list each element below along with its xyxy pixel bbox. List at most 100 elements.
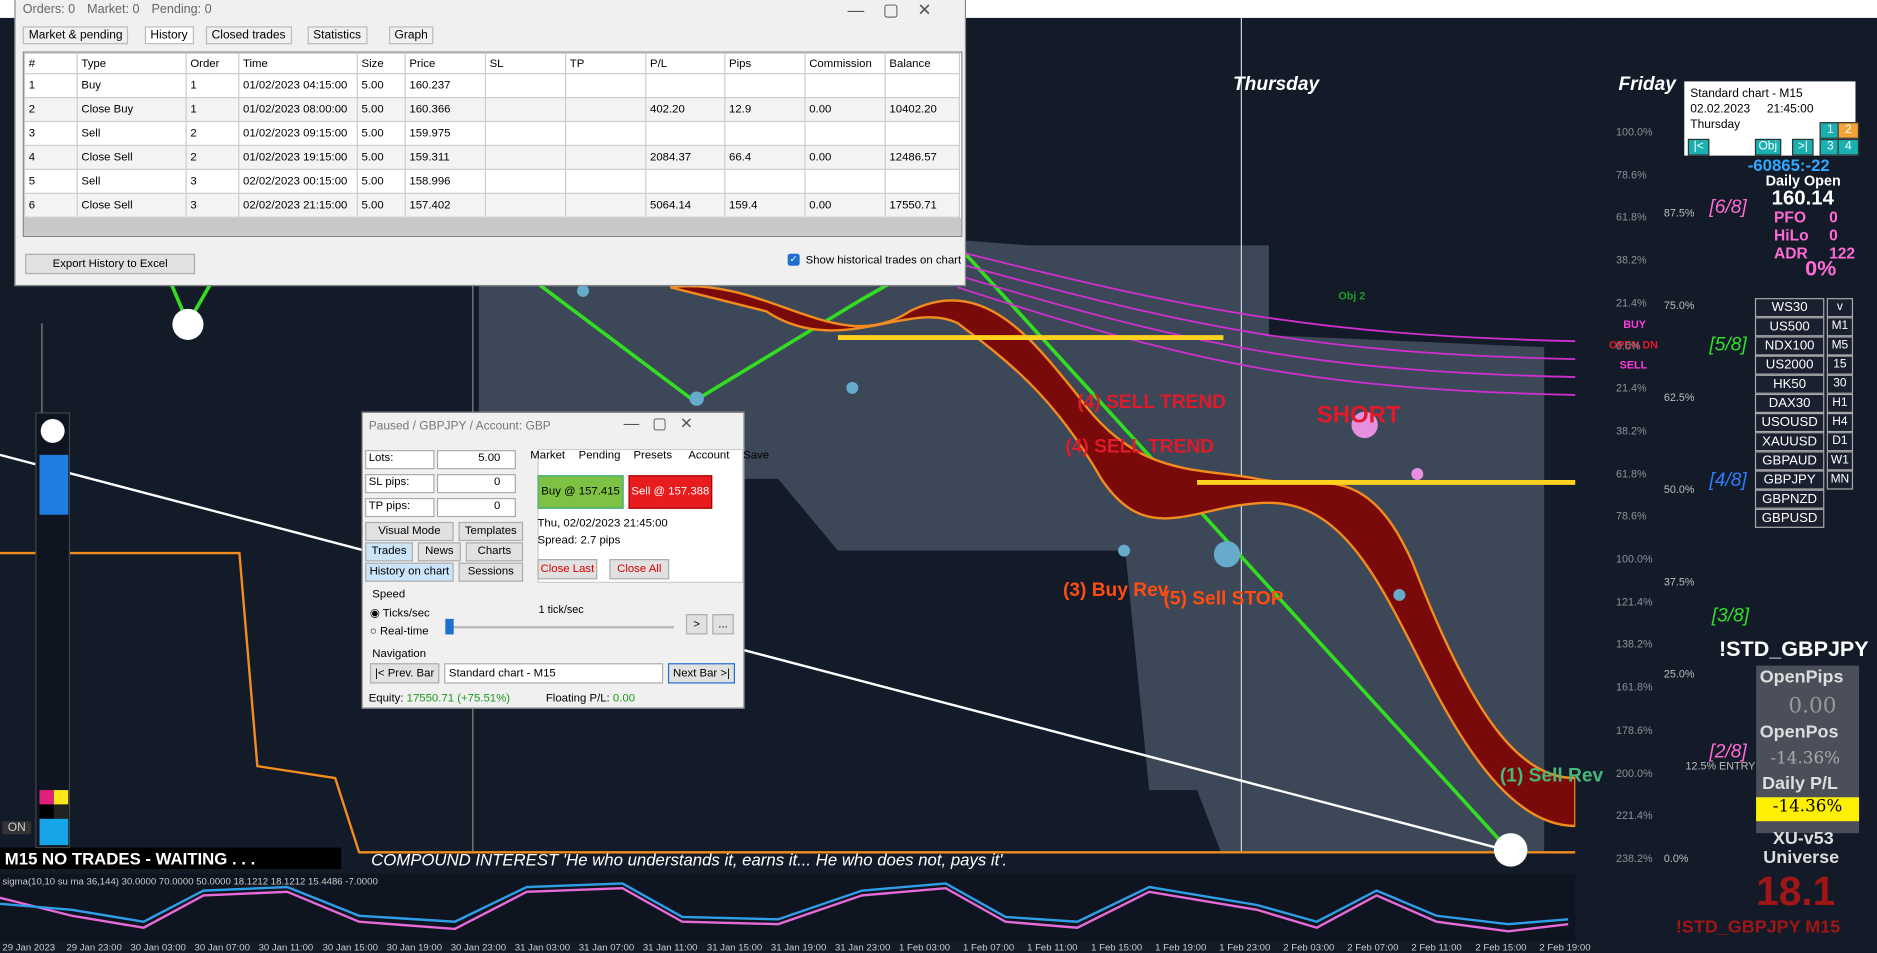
tab[interactable]: Market & pending xyxy=(22,26,129,45)
annotation: OPEN DN xyxy=(1608,338,1658,351)
checkbox[interactable]: ✓ xyxy=(787,253,800,266)
header-cell: Price xyxy=(404,52,487,75)
open-pips-label: OpenPips xyxy=(1759,666,1844,688)
cell xyxy=(884,168,961,194)
chart-select[interactable]: Standard chart - M15 xyxy=(444,663,664,684)
symbol-button[interactable]: NDX100 xyxy=(1754,336,1825,356)
sim-tab[interactable]: Pending xyxy=(578,448,621,463)
tab[interactable]: History xyxy=(144,26,194,45)
sim-tab[interactable]: Market xyxy=(530,448,566,463)
fib-level: 200.0% xyxy=(1616,766,1653,779)
symbol-button[interactable]: USOUSD xyxy=(1754,412,1825,433)
floating-value: 0.00 xyxy=(612,691,636,706)
ticks-option[interactable]: ◉ Ticks/sec xyxy=(369,606,430,621)
time-label: 30 Jan 11:00 xyxy=(258,942,314,953)
symbol-button[interactable]: US2000 xyxy=(1754,355,1825,375)
symbol-button[interactable]: XAUUSD xyxy=(1754,432,1825,452)
indicator-label: sigma(10,10 su ma 36,144) 30.0000 70.000… xyxy=(2,876,378,888)
symbol-button[interactable]: GBPUSD xyxy=(1754,508,1825,528)
cell: 3 xyxy=(23,120,78,147)
export-button[interactable]: Export History to Excel xyxy=(25,253,196,275)
symbol-button[interactable]: GBPAUD xyxy=(1754,451,1825,471)
window-controls[interactable]: — ▢ ✕ xyxy=(623,414,693,433)
close-all[interactable]: Close All xyxy=(609,559,670,580)
percent-level: 0.0% xyxy=(1663,852,1689,865)
equity-pct: (+75.51%) xyxy=(457,691,511,706)
timeframe-button[interactable]: MN xyxy=(1826,470,1854,490)
timeframe-button[interactable]: H1 xyxy=(1826,393,1854,413)
timeframe-button[interactable]: 30 xyxy=(1826,374,1854,394)
cell xyxy=(645,73,726,99)
field-value[interactable]: 0 xyxy=(436,474,516,494)
cell: 0.00 xyxy=(804,96,886,123)
field-label[interactable]: Lots: xyxy=(365,450,435,470)
close-last[interactable]: Close Last xyxy=(537,559,598,580)
panel-button[interactable]: >| xyxy=(1792,138,1814,156)
cell: 2 xyxy=(185,144,240,170)
sim-button[interactable]: Trades xyxy=(365,542,413,562)
timeframe-button[interactable]: 15 xyxy=(1826,355,1854,375)
sim-button[interactable]: History on chart xyxy=(365,562,454,582)
window-controls[interactable]: — ▢ ✕ xyxy=(847,0,932,20)
scrollbar[interactable] xyxy=(23,217,962,236)
panel-button[interactable]: 2 xyxy=(1837,122,1860,139)
sim-button[interactable]: Visual Mode xyxy=(365,521,454,542)
timeframe-button[interactable]: W1 xyxy=(1826,451,1854,471)
timeframe-button[interactable]: M1 xyxy=(1826,317,1854,337)
fib-level: 78.6% xyxy=(1616,510,1647,523)
sim-tab[interactable]: Presets xyxy=(633,448,673,463)
cell: 5 xyxy=(23,168,78,194)
cell: 0.00 xyxy=(804,144,886,170)
symbol-button[interactable]: DAX30 xyxy=(1754,393,1825,413)
speed-slider[interactable] xyxy=(446,626,674,629)
field-value[interactable]: 0 xyxy=(436,497,516,518)
next-bar[interactable]: Next Bar >| xyxy=(667,663,736,684)
panel-button[interactable]: Obj xyxy=(1754,138,1781,156)
stat-value: 0 xyxy=(1829,226,1838,245)
timeframe-button[interactable]: H4 xyxy=(1826,412,1854,433)
panel-button[interactable]: |< xyxy=(1687,138,1710,156)
sim-tab[interactable]: Account xyxy=(688,448,730,463)
cell: Close Sell xyxy=(76,192,187,218)
realtime-option[interactable]: ○ Real-time xyxy=(369,624,429,639)
cell: 160.237 xyxy=(404,73,487,99)
percent-level: 25.0% xyxy=(1663,667,1695,680)
symbol-button[interactable]: WS30 xyxy=(1754,298,1825,318)
cell xyxy=(724,73,806,99)
cell: 12486.57 xyxy=(884,144,961,170)
field-label[interactable]: SL pips: xyxy=(365,474,435,494)
symbol-button[interactable]: HK50 xyxy=(1754,374,1825,394)
cell: 2 xyxy=(185,120,240,147)
info-chart: Standard chart - M15 xyxy=(1690,87,1803,101)
panel-button[interactable]: 3 xyxy=(1819,138,1842,156)
field-label[interactable]: TP pips: xyxy=(365,497,435,518)
tab[interactable]: Closed trades xyxy=(205,26,292,45)
symbol-button[interactable]: US500 xyxy=(1754,317,1825,337)
sim-button[interactable]: News xyxy=(417,542,461,562)
stat-label: HiLo xyxy=(1774,226,1809,245)
sim-button[interactable]: Charts xyxy=(465,542,524,562)
buy-button[interactable]: Buy @ 157.415 xyxy=(537,475,624,509)
field-value[interactable]: 5.00 xyxy=(436,450,516,470)
prev-bar[interactable]: |< Prev. Bar xyxy=(369,663,440,684)
timeframe-button[interactable]: v xyxy=(1826,298,1854,318)
timeframe-button[interactable]: M5 xyxy=(1826,336,1854,356)
sim-spread: Spread: 2.7 pips xyxy=(537,533,621,548)
timeframe-button[interactable]: D1 xyxy=(1826,432,1854,452)
time-label: 1 Feb 15:00 xyxy=(1091,942,1143,953)
cell xyxy=(565,144,647,170)
sim-tab[interactable]: Save xyxy=(743,448,770,463)
symbol-button[interactable]: GBPJPY xyxy=(1754,470,1825,490)
sim-button[interactable]: Templates xyxy=(458,521,524,542)
panel-button[interactable]: 4 xyxy=(1837,138,1860,156)
tab[interactable]: Graph xyxy=(388,26,434,45)
symbol-button[interactable]: GBPNZD xyxy=(1754,489,1825,509)
cell xyxy=(645,168,726,194)
header-cell: Order xyxy=(185,52,240,75)
sim-button[interactable]: Sessions xyxy=(458,562,524,582)
more-button[interactable]: ... xyxy=(712,614,734,635)
tab[interactable]: Statistics xyxy=(307,26,368,45)
sell-button[interactable]: Sell @ 157.388 xyxy=(628,475,713,509)
step-button[interactable]: > xyxy=(685,614,708,635)
slider-thumb[interactable] xyxy=(445,618,454,635)
